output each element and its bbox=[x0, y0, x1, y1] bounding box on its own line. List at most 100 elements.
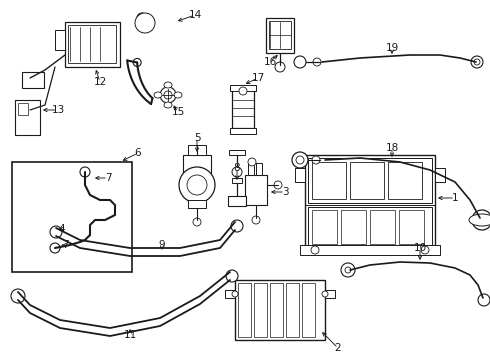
Circle shape bbox=[164, 91, 172, 99]
Ellipse shape bbox=[164, 102, 172, 108]
Bar bbox=[68, 25, 116, 63]
Bar bbox=[350, 162, 384, 199]
Bar bbox=[305, 155, 435, 250]
Ellipse shape bbox=[469, 214, 490, 226]
Bar bbox=[312, 210, 337, 244]
Bar bbox=[55, 30, 65, 50]
Bar bbox=[245, 175, 267, 205]
Text: 10: 10 bbox=[414, 243, 427, 253]
Circle shape bbox=[248, 158, 256, 166]
Circle shape bbox=[187, 175, 207, 195]
Text: 18: 18 bbox=[385, 143, 399, 153]
Circle shape bbox=[474, 59, 480, 65]
Circle shape bbox=[226, 270, 238, 282]
Bar bbox=[15, 100, 40, 135]
Circle shape bbox=[292, 152, 308, 168]
Bar bbox=[248, 163, 254, 175]
Bar bbox=[65, 22, 120, 67]
Text: 19: 19 bbox=[385, 43, 399, 53]
Circle shape bbox=[43, 226, 49, 232]
Circle shape bbox=[193, 218, 201, 226]
Bar bbox=[286, 283, 299, 337]
Circle shape bbox=[294, 56, 306, 68]
Bar bbox=[388, 162, 422, 199]
Circle shape bbox=[472, 210, 490, 230]
Bar bbox=[266, 18, 294, 53]
Bar bbox=[254, 283, 267, 337]
Bar bbox=[270, 283, 283, 337]
Circle shape bbox=[345, 267, 351, 273]
Bar bbox=[308, 207, 432, 247]
Circle shape bbox=[80, 167, 90, 177]
Bar bbox=[20, 220, 36, 238]
Circle shape bbox=[25, 226, 31, 232]
Circle shape bbox=[231, 220, 243, 232]
Bar bbox=[312, 162, 346, 199]
Text: 13: 13 bbox=[51, 105, 65, 115]
Bar bbox=[38, 220, 54, 238]
Text: 14: 14 bbox=[188, 10, 201, 20]
Bar bbox=[12, 162, 132, 272]
Circle shape bbox=[137, 13, 147, 23]
Text: 3: 3 bbox=[282, 187, 288, 197]
Text: 7: 7 bbox=[62, 240, 68, 250]
Text: 16: 16 bbox=[264, 57, 277, 67]
Bar bbox=[325, 290, 335, 298]
Bar bbox=[229, 150, 245, 155]
Bar bbox=[188, 200, 206, 208]
Circle shape bbox=[478, 294, 490, 306]
Text: 9: 9 bbox=[159, 240, 165, 250]
Circle shape bbox=[50, 243, 60, 253]
Circle shape bbox=[311, 246, 319, 254]
Circle shape bbox=[179, 167, 215, 203]
Circle shape bbox=[421, 246, 429, 254]
Text: 8: 8 bbox=[234, 163, 240, 173]
Bar bbox=[300, 245, 440, 255]
Bar bbox=[302, 283, 315, 337]
Circle shape bbox=[477, 215, 487, 225]
Bar bbox=[238, 283, 251, 337]
Circle shape bbox=[252, 216, 260, 224]
Bar bbox=[188, 145, 206, 155]
Bar bbox=[230, 85, 256, 91]
Text: 5: 5 bbox=[194, 133, 200, 143]
Bar bbox=[228, 196, 246, 206]
Bar bbox=[341, 210, 366, 244]
Circle shape bbox=[135, 13, 155, 33]
Bar bbox=[370, 210, 395, 244]
Ellipse shape bbox=[164, 82, 172, 88]
Text: 6: 6 bbox=[135, 148, 141, 158]
Bar bbox=[308, 158, 432, 203]
Bar bbox=[18, 218, 56, 240]
Text: 12: 12 bbox=[94, 77, 107, 87]
Circle shape bbox=[160, 87, 176, 103]
Bar bbox=[435, 168, 445, 182]
Bar bbox=[183, 155, 211, 177]
Bar bbox=[235, 280, 325, 340]
Circle shape bbox=[341, 263, 355, 277]
Circle shape bbox=[296, 156, 304, 164]
Ellipse shape bbox=[154, 92, 162, 98]
Circle shape bbox=[239, 87, 247, 95]
Bar bbox=[225, 290, 235, 298]
Text: 2: 2 bbox=[335, 343, 342, 353]
Circle shape bbox=[50, 226, 62, 238]
Bar bbox=[230, 128, 256, 134]
Circle shape bbox=[275, 62, 285, 72]
Text: 15: 15 bbox=[172, 107, 185, 117]
Bar bbox=[269, 21, 291, 49]
Circle shape bbox=[322, 291, 328, 297]
Circle shape bbox=[313, 58, 321, 66]
Circle shape bbox=[312, 156, 320, 164]
Text: 7: 7 bbox=[105, 173, 111, 183]
Bar bbox=[22, 72, 44, 88]
Circle shape bbox=[274, 181, 282, 189]
Circle shape bbox=[232, 167, 242, 177]
Bar bbox=[399, 210, 424, 244]
Text: 11: 11 bbox=[123, 330, 137, 340]
Text: 17: 17 bbox=[251, 73, 265, 83]
Circle shape bbox=[133, 58, 141, 67]
Circle shape bbox=[471, 56, 483, 68]
Bar bbox=[295, 168, 305, 182]
Bar bbox=[232, 178, 242, 183]
